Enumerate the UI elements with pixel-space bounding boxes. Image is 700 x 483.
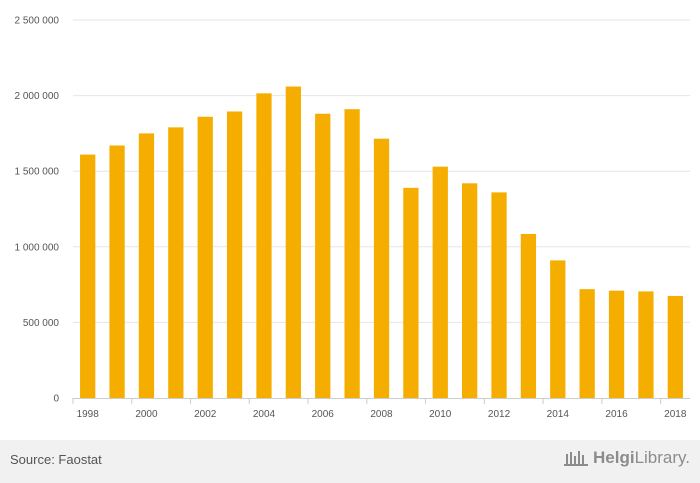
x-tick-label: 2018 — [664, 409, 687, 420]
bar-2011[interactable] — [462, 183, 478, 398]
bar-2013[interactable] — [520, 233, 537, 398]
y-tick-label: 2 000 000 — [15, 91, 60, 102]
bar-2010[interactable] — [432, 166, 448, 398]
bar-chart: 1998 2000 2002 2004 2006 2008 2010 2012 2014 2016… — [15, 16, 690, 420]
brand-name-light: Library. — [634, 448, 690, 467]
x-tick-label: 2004 — [253, 409, 276, 420]
bars — [80, 86, 683, 399]
x-tick-label: 2000 — [135, 409, 158, 420]
bar-1999[interactable] — [109, 145, 125, 398]
y-tick-label: 500 000 — [23, 318, 60, 329]
bar-2018[interactable] — [667, 295, 683, 398]
y-tick-label: 1 000 000 — [15, 242, 60, 253]
bar-2004[interactable] — [256, 93, 272, 398]
x-tick-label: 2010 — [429, 409, 452, 420]
library-icon — [564, 451, 588, 466]
y-tick-label: 0 — [53, 394, 59, 405]
bar-2012[interactable] — [491, 192, 507, 398]
bar-2014[interactable] — [550, 260, 566, 398]
bar-2017[interactable] — [638, 291, 654, 398]
bar-2003[interactable] — [226, 111, 243, 398]
y-tick-label: 1 500 000 — [15, 167, 60, 178]
brand-name-bold: Helgi — [593, 448, 635, 467]
bar-2015[interactable] — [579, 289, 595, 398]
bar-2007[interactable] — [344, 109, 360, 398]
footer: Source: Faostat HelgiLibrary. — [0, 440, 700, 483]
bar-2006[interactable] — [315, 113, 331, 398]
brand-logo[interactable]: HelgiLibrary. — [563, 448, 690, 468]
x-tick-label: 2012 — [488, 409, 511, 420]
bar-2005[interactable] — [285, 86, 301, 398]
x-tick-label: 2008 — [370, 409, 393, 420]
x-tick-label: 2016 — [605, 409, 628, 420]
bar-1998[interactable] — [80, 154, 96, 398]
bar-2002[interactable] — [197, 116, 213, 398]
bar-2009[interactable] — [403, 187, 419, 398]
x-tick-label: 2014 — [547, 409, 570, 420]
bar-2001[interactable] — [168, 127, 184, 399]
bar-2016[interactable] — [608, 290, 625, 398]
source-label: Source: Faostat — [10, 452, 102, 467]
x-tick-label: 2006 — [312, 409, 335, 420]
x-axis: 1998 2000 2002 2004 2006 2008 2010 2012 2014 2016… — [72, 398, 690, 420]
bar-2008[interactable] — [373, 138, 390, 398]
x-tick-label: 1998 — [77, 409, 100, 420]
y-axis: 0 500 000 1 000 000 1 500 000 2 000 000 2 500… — [15, 16, 60, 405]
bar-2000[interactable] — [138, 133, 155, 398]
x-tick-label: 2002 — [194, 409, 217, 420]
y-tick-label: 2 500 000 — [15, 16, 60, 27]
